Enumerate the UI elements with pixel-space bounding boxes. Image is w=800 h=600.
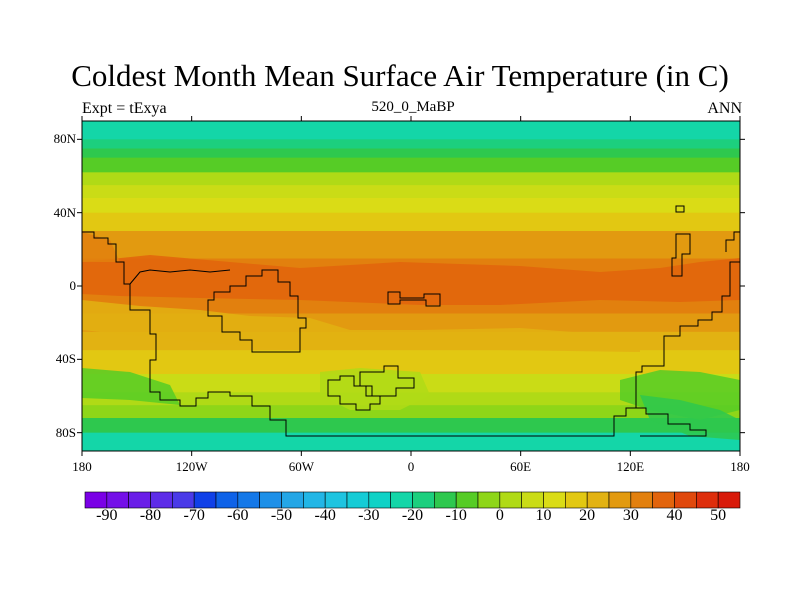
colorbar-swatch <box>412 491 435 509</box>
field-band <box>82 231 740 259</box>
colorbar-swatch <box>324 491 348 509</box>
colorbar-swatch <box>696 491 719 509</box>
lon-tick-label: 60E <box>510 459 532 474</box>
lon-tick-label: 120W <box>175 459 208 474</box>
colorbar-swatch <box>346 491 370 509</box>
colorbar-tick-label: -80 <box>139 507 162 524</box>
lon-tick-label: 120E <box>616 459 645 474</box>
season-label: ANN <box>707 100 742 117</box>
colorbar-swatch <box>586 491 610 509</box>
colorbar-tick-label: -10 <box>445 507 467 524</box>
field-band <box>82 350 740 375</box>
colorbar-swatch <box>521 491 544 509</box>
lon-tick-label: 0 <box>407 459 415 474</box>
colorbar-swatch <box>434 491 457 509</box>
colorbar-tick-label: 10 <box>535 507 552 524</box>
colorbar-tick-label: -90 <box>96 507 118 524</box>
temperature-field <box>82 121 740 451</box>
colorbar-swatch <box>543 491 566 509</box>
coastline <box>327 375 381 411</box>
colorbar-tick-label: -40 <box>314 507 336 524</box>
colorbar-swatch <box>499 491 522 509</box>
field-band <box>82 157 740 173</box>
colorbar-swatch <box>652 491 675 509</box>
field-band <box>82 148 740 159</box>
lon-tick-label: 180 <box>730 459 750 474</box>
colorbar-tick-label: -70 <box>183 507 205 524</box>
lon-tick-marks <box>81 116 741 456</box>
colorbar-swatch <box>608 491 632 509</box>
field-band <box>82 432 740 451</box>
field-band <box>82 185 740 199</box>
colorbar-tick-label: 0 <box>495 507 504 524</box>
colorbar-swatch <box>455 491 479 509</box>
lat-tick-marks <box>77 138 745 434</box>
colorbar-swatch <box>259 491 282 509</box>
colorbar-swatch <box>565 491 588 509</box>
colorbar-tick-label: -60 <box>227 507 249 524</box>
colorbar-tick-label: 20 <box>579 507 596 524</box>
map-title: Coldest Month Mean Surface Air Temperatu… <box>71 58 729 93</box>
coastline <box>636 407 707 437</box>
coastline <box>671 233 691 277</box>
coastline <box>675 205 685 213</box>
field-feature <box>640 395 740 440</box>
colorbar-swatch <box>390 491 413 509</box>
coastline <box>129 269 231 285</box>
colorbar-swatch <box>477 491 501 509</box>
colorbar-swatch <box>106 491 129 509</box>
lon-tick-label: 180 <box>72 459 92 474</box>
field-band <box>82 172 740 186</box>
lat-tick-label: 0 <box>69 278 77 293</box>
colorbar-swatch <box>193 491 217 509</box>
colorbar-swatch <box>717 491 741 509</box>
field-feature <box>82 300 640 352</box>
coastlines <box>82 205 740 437</box>
lat-tick-label: 40N <box>53 204 76 220</box>
colorbar-swatch <box>172 491 195 509</box>
colorbar <box>84 491 741 509</box>
field-band <box>82 198 740 214</box>
colorbar-tick-label: -30 <box>358 507 380 524</box>
field-band <box>82 405 740 419</box>
lat-tick-label: 80S <box>55 424 76 440</box>
coastline <box>82 231 740 437</box>
colorbar-swatch <box>128 491 151 509</box>
colorbar-swatch <box>237 491 260 509</box>
field-band <box>82 139 740 149</box>
field-band <box>82 212 740 232</box>
colorbar-swatch <box>674 491 697 509</box>
colorbar-swatch <box>281 491 304 509</box>
colorbar-tick-label: 40 <box>666 507 683 524</box>
colorbar-tick-label: 30 <box>622 507 639 524</box>
field-feature <box>82 368 180 405</box>
colorbar-tick-label: 50 <box>710 507 727 524</box>
colorbar-swatch <box>150 491 173 509</box>
coastline <box>359 365 415 397</box>
field-feature <box>82 255 740 305</box>
experiment-label: Expt = tExya <box>82 100 167 117</box>
coastline <box>725 231 740 252</box>
field-feature <box>82 232 120 262</box>
field-band <box>82 121 740 140</box>
colorbar-swatch <box>368 491 391 509</box>
colorbar-swatch <box>215 491 239 509</box>
coastline <box>387 291 441 307</box>
colorbar-tick-label: -50 <box>270 507 293 524</box>
lon-tick-label: 60W <box>288 459 314 474</box>
field-band <box>82 418 740 434</box>
colorbar-swatch <box>630 491 653 509</box>
lat-tick-label: 40S <box>55 351 76 367</box>
colorbar-swatch <box>84 491 108 509</box>
colorbar-swatch <box>303 491 326 509</box>
colorbar-tick-label: -20 <box>401 507 424 524</box>
time-slice-label: 520_0_MaBP <box>371 99 455 115</box>
lat-tick-label: 80N <box>53 131 76 147</box>
coastline <box>207 269 307 353</box>
